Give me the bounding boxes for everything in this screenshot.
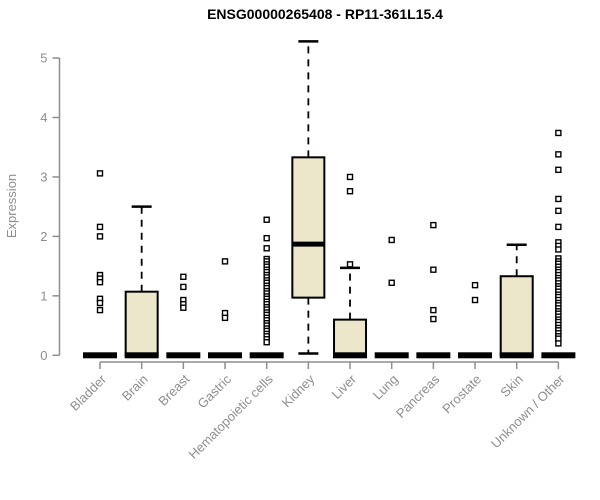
outlier-point-lung xyxy=(388,279,395,286)
x-tick-label-kidney: Kidney xyxy=(279,371,318,410)
collapsed-box-prostate xyxy=(458,352,493,359)
chart-title: ENSG00000265408 - RP11-361L15.4 xyxy=(207,6,443,22)
collapsed-box-bladder xyxy=(83,352,117,359)
x-tick-label-liver: Liver xyxy=(329,371,360,402)
outlier-point-unknown-other xyxy=(555,207,562,215)
outlier-point-pancreas xyxy=(430,315,437,323)
collapsed-box-breast xyxy=(166,352,201,359)
outlier-point-breast xyxy=(180,273,187,281)
x-tick-label-pancreas: Pancreas xyxy=(393,371,443,421)
x-tick-label-breast: Breast xyxy=(155,371,192,408)
outlier-point-gastric xyxy=(221,258,229,265)
outlier-point-hematopoietic-cells xyxy=(263,245,270,252)
outlier-point-hematopoietic-cells xyxy=(263,339,270,346)
outlier-point-unknown-other xyxy=(555,151,562,158)
median-line-kidney xyxy=(292,241,325,247)
outlier-point-hematopoietic-cells xyxy=(263,234,270,242)
outlier-point-bladder xyxy=(96,306,104,314)
median-line-liver xyxy=(333,352,368,359)
outlier-point-pancreas xyxy=(430,306,437,314)
median-line-skin xyxy=(499,352,534,359)
y-tick-label: 0 xyxy=(40,348,47,363)
median-line-brain xyxy=(124,352,159,359)
outlier-point-lung xyxy=(388,236,395,244)
outlier-point-prostate xyxy=(471,281,479,289)
outlier-point-pancreas xyxy=(430,221,437,229)
outlier-point-bladder xyxy=(96,299,104,307)
collapsed-box-hematopoietic-cells xyxy=(249,352,284,359)
outlier-point-gastric xyxy=(221,314,229,322)
outlier-point-pancreas xyxy=(430,266,437,273)
outlier-point-unknown-other xyxy=(555,129,562,137)
outlier-point-liver xyxy=(346,261,354,268)
outlier-point-bladder xyxy=(96,223,104,231)
outlier-point-bladder xyxy=(96,233,104,240)
outlier-point-breast xyxy=(180,283,187,291)
box-brain xyxy=(124,290,159,357)
outlier-point-unknown-other xyxy=(555,166,562,174)
y-tick-label: 2 xyxy=(40,229,47,244)
y-tick-label: 4 xyxy=(40,110,47,125)
collapsed-box-pancreas xyxy=(416,352,451,359)
collapsed-box-lung xyxy=(374,352,409,359)
outlier-point-hematopoietic-cells xyxy=(263,216,270,223)
collapsed-box-unknown-other xyxy=(541,352,576,359)
outlier-point-breast xyxy=(180,304,187,311)
outlier-point-prostate xyxy=(471,296,479,304)
outlier-point-unknown-other xyxy=(555,195,562,203)
outlier-point-unknown-other xyxy=(555,340,562,347)
x-tick-label-lung: Lung xyxy=(370,372,401,403)
y-tick-label: 3 xyxy=(40,169,47,184)
box-skin xyxy=(499,275,534,357)
y-tick-label: 1 xyxy=(40,288,47,303)
outlier-point-liver xyxy=(346,173,354,181)
outlier-point-bladder xyxy=(96,170,104,177)
x-tick-label-gastric: Gastric xyxy=(194,371,234,411)
collapsed-box-gastric xyxy=(208,352,243,359)
box-liver xyxy=(333,318,368,357)
y-tick-label: 5 xyxy=(40,51,47,66)
x-tick-label-skin: Skin xyxy=(497,372,525,400)
x-tick-label-bladder: Bladder xyxy=(67,371,110,414)
outlier-point-bladder xyxy=(96,278,104,286)
x-tick-label-prostate: Prostate xyxy=(439,372,484,417)
y-axis-title: Expression xyxy=(4,174,19,238)
outlier-point-liver xyxy=(346,188,354,195)
x-tick-label-brain: Brain xyxy=(119,372,151,404)
x-tick-label-unknown-other: Unknown / Other xyxy=(488,371,568,451)
outlier-point-unknown-other xyxy=(555,246,562,253)
outlier-point-unknown-other xyxy=(555,223,562,231)
box-kidney xyxy=(291,156,326,299)
